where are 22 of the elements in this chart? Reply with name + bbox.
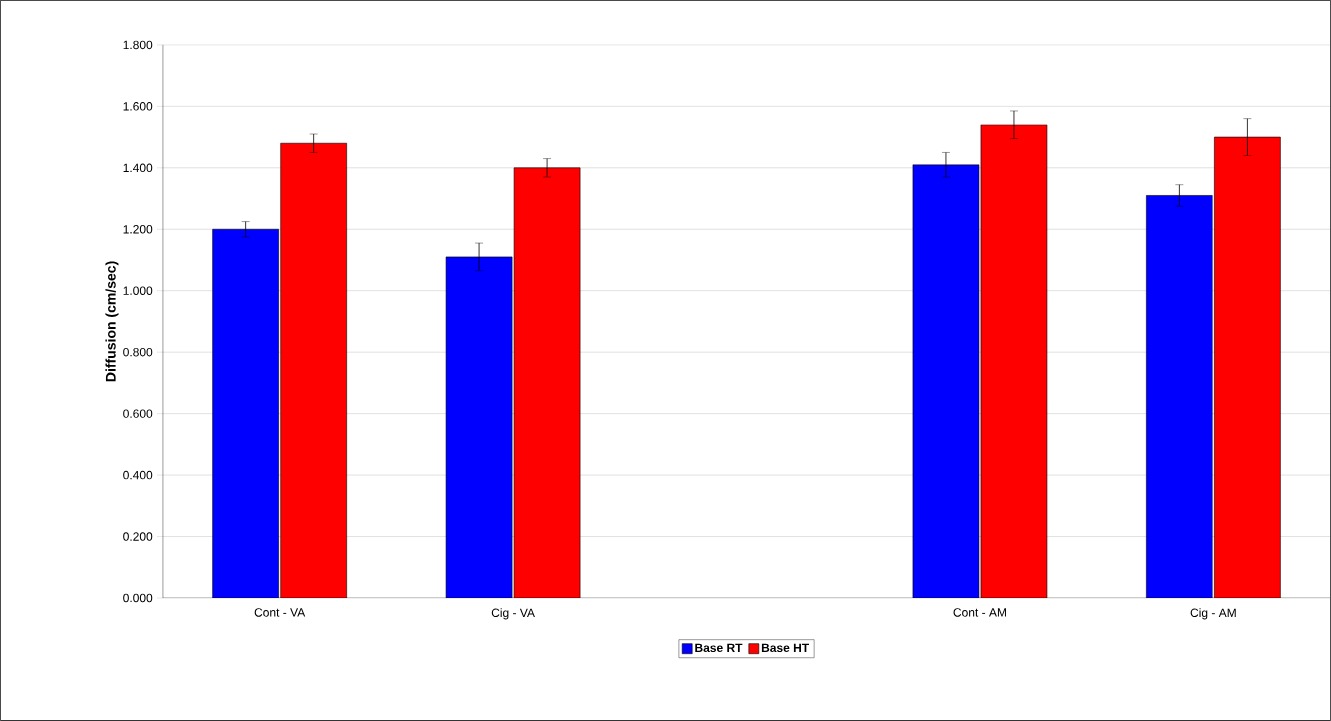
x-tick-label: Cig - VA (491, 608, 535, 620)
y-tick-label: 0.400 (123, 470, 153, 480)
bar (212, 229, 279, 599)
x-tick-label: Cont - AM (953, 608, 1006, 617)
bar (446, 256, 513, 599)
bar (280, 142, 347, 599)
y-tick-label: 0.200 (123, 532, 153, 541)
x-tick-label: Cig - AM (1190, 608, 1236, 620)
y-tick-label: 0.600 (123, 409, 153, 418)
legend-label: Base HT (761, 643, 809, 653)
x-tick-label: Cont - VA (254, 608, 306, 617)
y-tick-label: 1.000 (123, 286, 153, 296)
y-tick-label: 1.600 (123, 102, 153, 111)
y-tick-label: 1.200 (123, 225, 153, 234)
y-tick-label: 1.400 (123, 163, 153, 173)
y-axis-title: Diffusion (cm/sec) (105, 261, 119, 382)
y-tick-label: 1.800 (123, 40, 153, 50)
legend-label: Base RT (695, 643, 743, 653)
y-tick-label: 0.000 (123, 593, 153, 603)
bar (912, 164, 979, 599)
y-tick-label: 0.800 (123, 347, 153, 357)
bar (1146, 195, 1213, 599)
